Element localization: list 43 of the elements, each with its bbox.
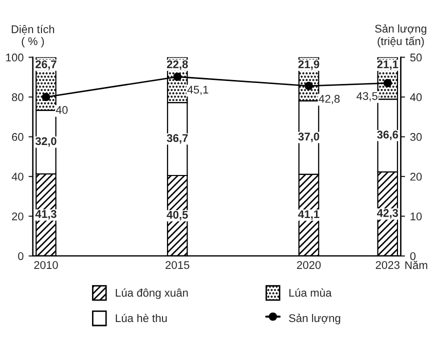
data-label: 22,8 bbox=[166, 60, 188, 70]
x-axis-title: Năm bbox=[405, 260, 428, 270]
y-tick-label: 60 bbox=[12, 133, 24, 141]
data-label: 21,9 bbox=[298, 60, 320, 70]
y2-tick-label: 30 bbox=[410, 133, 422, 141]
y2-tick-label: 0 bbox=[410, 252, 416, 260]
x-tick-label: 2020 bbox=[296, 261, 321, 269]
point bbox=[42, 92, 50, 102]
data-label: 43,5 bbox=[356, 92, 378, 102]
y-tick-label: 40 bbox=[12, 172, 24, 181]
y-tick-label: 0 bbox=[18, 252, 24, 260]
x-tick-label: 2010 bbox=[34, 261, 58, 269]
point bbox=[304, 82, 313, 90]
data-label: 41,1 bbox=[298, 210, 320, 220]
x-tick-label: 2023 bbox=[376, 261, 400, 269]
data-label: 41,3 bbox=[35, 210, 56, 220]
point bbox=[173, 72, 182, 81]
data-label: 40 bbox=[56, 106, 68, 114]
legend-label: Sản lượng bbox=[288, 314, 340, 324]
y2-tick-label: 50 bbox=[410, 54, 422, 62]
data-label: 26,7 bbox=[36, 60, 56, 70]
data-label: 40,5 bbox=[166, 210, 188, 220]
data-label: 42,8 bbox=[318, 94, 340, 104]
legend-label: Lúa đông xuân bbox=[116, 288, 188, 299]
data-label: 45,1 bbox=[187, 86, 208, 95]
data-label: 36,6 bbox=[377, 130, 398, 140]
y2-tick-label: 10 bbox=[410, 212, 422, 220]
y-axis-title: Diện tích ( % ) bbox=[12, 24, 54, 48]
y-tick-label: 80 bbox=[12, 93, 24, 102]
y2-tick-label: 40 bbox=[410, 93, 422, 102]
y2-axis-title: Sản lượng (triệu tấn) bbox=[375, 24, 426, 48]
legend-label: Lúa hè thu bbox=[116, 314, 167, 322]
x-tick-label: 2015 bbox=[166, 261, 190, 269]
y-tick-label: 100 bbox=[6, 54, 24, 62]
data-label: 37,0 bbox=[298, 132, 320, 142]
point bbox=[383, 78, 392, 88]
data-label: 21,1 bbox=[377, 60, 398, 70]
data-label: 36,7 bbox=[166, 134, 188, 144]
legend-label: Lúa mùa bbox=[289, 288, 332, 297]
data-label: 32,0 bbox=[35, 137, 56, 147]
data-label: 42,3 bbox=[376, 209, 398, 219]
y2-tick-label: 20 bbox=[410, 172, 422, 181]
y-tick-label: 20 bbox=[12, 212, 24, 220]
